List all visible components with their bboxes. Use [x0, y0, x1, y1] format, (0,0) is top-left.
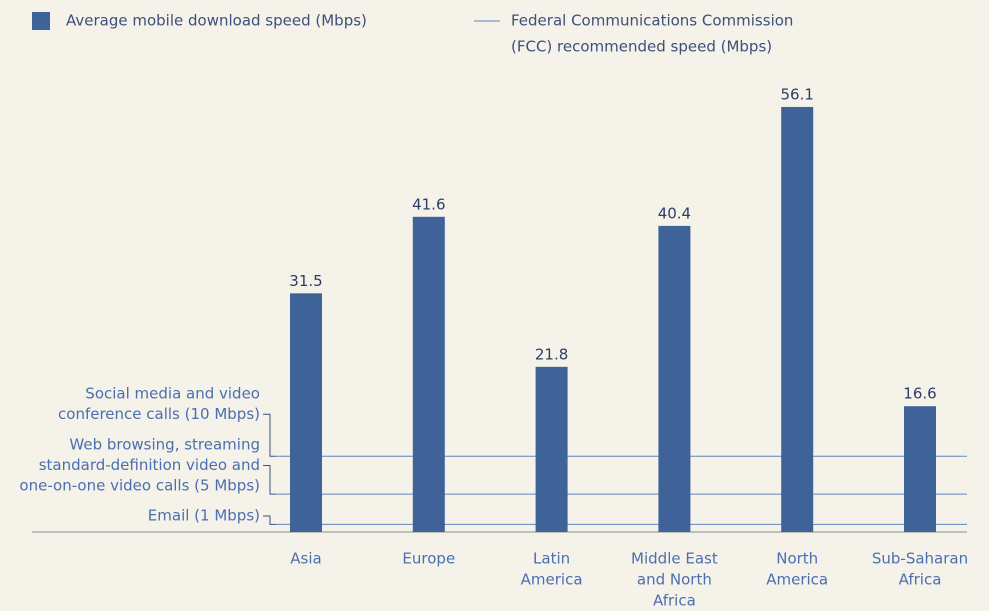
reference-label: Email (1 Mbps) [148, 507, 260, 525]
legend-label: (FCC) recommended speed (Mbps) [511, 38, 772, 56]
reference-bracket [263, 465, 276, 495]
reference-label: Social media and video [85, 385, 260, 403]
x-tick-label: America [521, 571, 583, 589]
x-tick-label: America [766, 571, 828, 589]
value-label: 40.4 [658, 204, 691, 222]
x-tick-label: Africa [653, 592, 696, 610]
x-tick-label: and North [637, 571, 712, 589]
reference-label: standard-definition video and [39, 456, 260, 474]
reference-label: one-on-one video calls (5 Mbps) [19, 477, 260, 495]
bar [904, 406, 936, 532]
reference-label: Web browsing, streaming [69, 436, 260, 454]
x-tick-label: Sub-Saharan [872, 550, 968, 568]
legend-label: Average mobile download speed (Mbps) [66, 12, 367, 30]
x-tick-label: Asia [290, 550, 321, 568]
bar [781, 106, 814, 532]
reference-label: conference calls (10 Mbps) [58, 405, 260, 423]
bar [535, 366, 568, 532]
value-label: 56.1 [780, 85, 813, 103]
x-tick-label: North [776, 550, 818, 568]
value-label: 41.6 [412, 195, 445, 213]
value-label: 21.8 [535, 345, 568, 363]
x-tick-label: Latin [533, 550, 570, 568]
value-label: 31.5 [289, 272, 322, 290]
reference-bracket [263, 413, 276, 457]
x-tick-label: Africa [899, 571, 942, 589]
legend-swatch [32, 12, 50, 30]
bar [412, 216, 445, 532]
legend-label: Federal Communications Commission [511, 12, 793, 30]
bar [658, 225, 691, 533]
reference-bracket [263, 515, 276, 525]
bar [290, 293, 322, 532]
x-tick-label: Middle East [631, 550, 718, 568]
x-tick-label: Europe [402, 550, 455, 568]
value-label: 16.6 [903, 385, 936, 403]
